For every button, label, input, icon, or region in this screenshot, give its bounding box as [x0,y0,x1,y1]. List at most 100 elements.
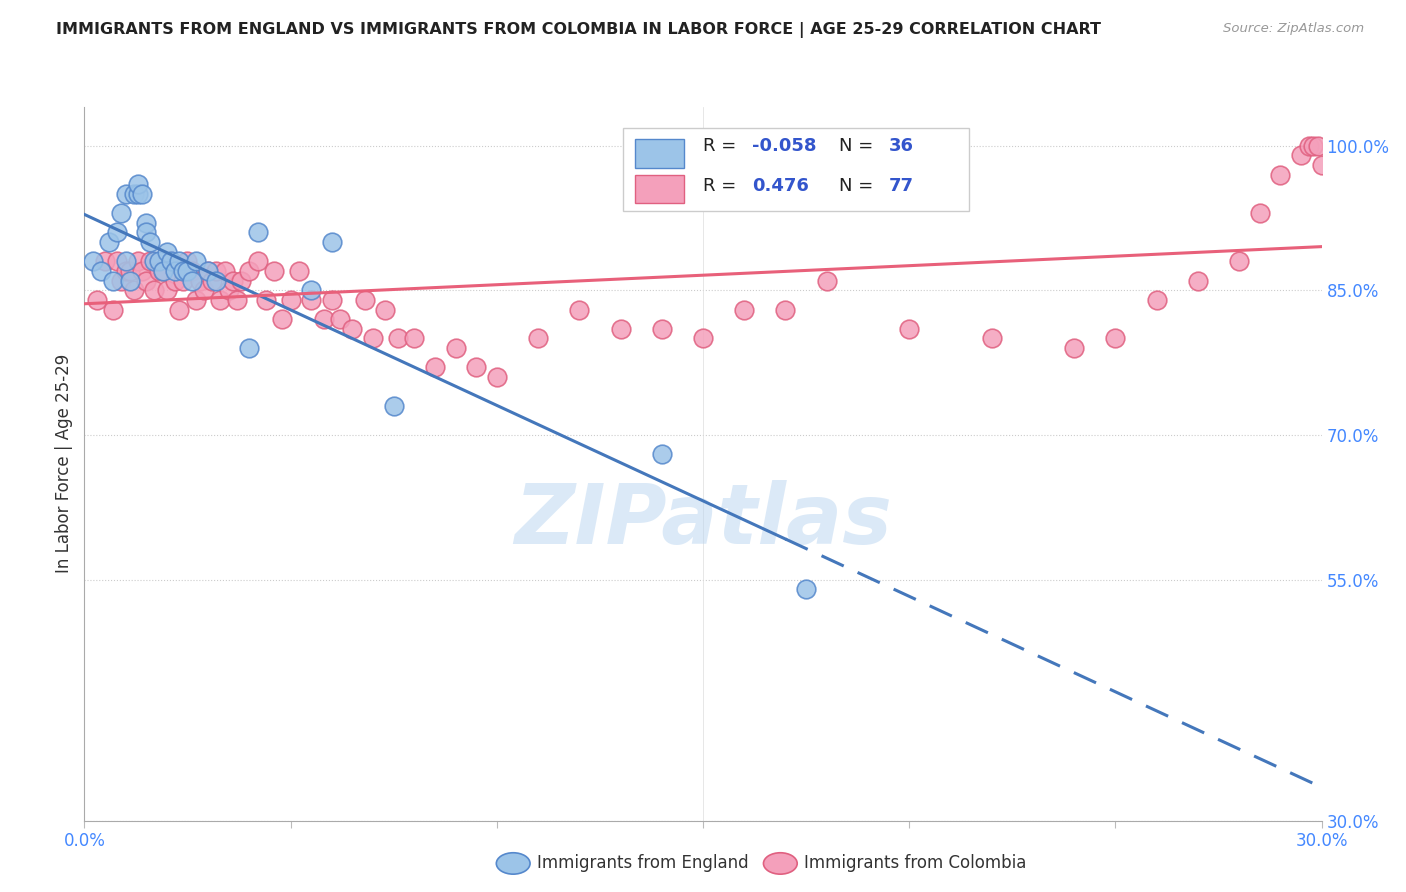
Text: Immigrants from England: Immigrants from England [537,855,749,872]
Point [218,283,240,297]
Point [1270,168,1292,182]
Point [1063,341,1085,355]
Point [1187,274,1209,288]
Point [188,274,211,288]
Point [205,274,228,288]
FancyBboxPatch shape [636,175,685,203]
Point [794,582,817,597]
Point [465,360,488,375]
Point [1104,331,1126,345]
Point [387,331,409,345]
Text: IMMIGRANTS FROM ENGLAND VS IMMIGRANTS FROM COLOMBIA IN LABOR FORCE | AGE 25-29 C: IMMIGRANTS FROM ENGLAND VS IMMIGRANTS FR… [56,22,1101,38]
Point [1310,158,1333,172]
Point [193,283,215,297]
Text: N =: N = [839,137,879,155]
Point [152,264,174,278]
Point [127,254,149,268]
Point [246,254,269,268]
Text: N =: N = [839,177,879,194]
Point [815,274,838,288]
Point [312,312,335,326]
Point [172,264,194,278]
Point [160,254,183,268]
Point [167,254,190,268]
Point [980,331,1002,345]
Point [131,264,153,278]
Point [423,360,446,375]
Point [184,254,207,268]
Point [152,264,174,278]
Point [180,274,202,288]
Point [114,186,136,201]
Point [98,235,121,249]
Point [1306,138,1329,153]
Point [205,264,228,278]
Point [246,226,269,240]
Text: Immigrants from Colombia: Immigrants from Colombia [804,855,1026,872]
Point [127,186,149,201]
Point [114,254,136,268]
Point [444,341,467,355]
Point [165,274,187,288]
Point [201,274,224,288]
Point [143,254,166,268]
Point [197,264,219,278]
Point [527,331,550,345]
Point [209,293,232,307]
Point [280,293,302,307]
Point [86,293,108,307]
Point [485,370,508,384]
Point [167,302,190,317]
Point [103,274,125,288]
FancyBboxPatch shape [623,128,969,211]
Point [135,274,157,288]
Point [263,264,285,278]
Point [160,254,183,268]
Point [651,447,673,461]
Point [288,264,311,278]
Text: Source: ZipAtlas.com: Source: ZipAtlas.com [1223,22,1364,36]
Point [139,235,162,249]
Point [110,274,132,288]
Point [214,264,236,278]
Point [222,274,245,288]
Point [82,254,104,268]
Point [131,186,153,201]
Point [135,216,157,230]
Point [299,283,322,297]
Point [568,302,591,317]
Text: R =: R = [703,137,742,155]
Point [1302,138,1324,153]
Point [1289,148,1312,162]
Point [692,331,714,345]
Point [238,264,260,278]
Point [226,293,249,307]
Point [103,302,125,317]
Point [90,264,112,278]
Point [180,264,202,278]
Point [118,264,141,278]
Point [122,283,145,297]
Point [197,264,219,278]
Point [135,226,157,240]
Point [148,254,170,268]
Point [651,322,673,336]
Point [321,235,343,249]
Text: -0.058: -0.058 [752,137,817,155]
Point [1249,206,1271,220]
Point [143,283,166,297]
Point [156,244,179,259]
Point [1298,138,1320,153]
Point [176,254,198,268]
Point [254,293,277,307]
Point [271,312,294,326]
Point [361,331,384,345]
Point [382,399,405,413]
Point [1227,254,1250,268]
Text: 0.476: 0.476 [752,177,810,194]
Point [156,283,179,297]
Point [733,302,755,317]
Point [176,264,198,278]
Text: ZIPatlas: ZIPatlas [515,481,891,561]
Point [775,302,797,317]
